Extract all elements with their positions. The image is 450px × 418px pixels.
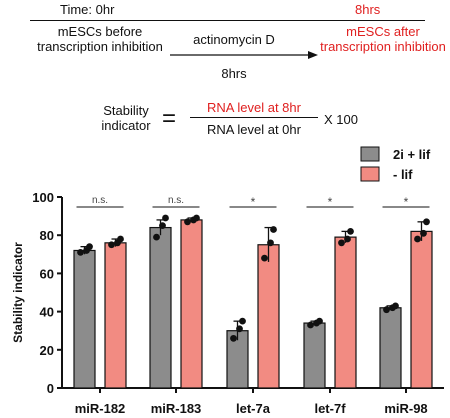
data-point — [392, 302, 399, 310]
significance-label: n.s. — [168, 195, 184, 206]
y-tick-label: 40 — [40, 305, 54, 320]
data-point — [193, 214, 200, 222]
data-point — [414, 235, 421, 243]
x-tick-label: miR-182 — [75, 401, 126, 416]
data-point — [261, 254, 268, 262]
bar — [410, 230, 433, 389]
data-point — [162, 214, 169, 222]
fraction-bar — [190, 117, 318, 118]
bar — [104, 242, 127, 389]
bar — [334, 236, 357, 389]
data-point — [307, 321, 314, 329]
after-condition-label: mESCs after transcription inhibition — [320, 24, 446, 54]
time-start-label: Time: 0hr — [60, 2, 115, 17]
x-tick-label: let-7a — [236, 401, 271, 416]
x-tick-label: miR-98 — [384, 401, 427, 416]
data-point — [86, 243, 93, 251]
y-tick-label: 80 — [40, 228, 54, 243]
data-point — [270, 226, 277, 233]
y-tick-label: 20 — [40, 343, 54, 358]
significance-label: * — [251, 195, 256, 209]
significance-label: * — [404, 195, 409, 209]
legend-label: - lif — [393, 167, 413, 182]
legend-swatch — [360, 146, 380, 162]
bar — [257, 244, 280, 389]
bar — [73, 249, 96, 389]
formula-denominator: RNA level at 0hr — [207, 122, 301, 137]
y-tick-label: 60 — [40, 266, 54, 281]
before-condition-label: mESCs before transcription inhibition — [37, 24, 163, 54]
data-point — [347, 227, 354, 235]
significance-label: n.s. — [92, 195, 108, 206]
top-divider — [30, 20, 425, 21]
data-point — [239, 317, 246, 325]
formula-multiplier: X 100 — [324, 112, 358, 127]
data-point — [383, 306, 390, 314]
duration-label: 8hrs — [221, 66, 247, 81]
data-point — [153, 233, 160, 241]
significance-label: * — [328, 195, 333, 209]
y-tick-label: 0 — [47, 381, 54, 396]
formula-lhs: Stability indicator — [101, 103, 151, 133]
data-point — [423, 218, 430, 226]
data-point — [117, 235, 124, 243]
formula-numerator: RNA level at 8hr — [207, 100, 301, 115]
legend-label: 2i + lif — [393, 147, 431, 162]
equals-sign: = — [162, 105, 177, 132]
treatment-label: actinomycin D — [193, 32, 275, 47]
data-point — [77, 248, 84, 256]
data-point — [344, 235, 351, 243]
x-tick-label: let-7f — [314, 401, 346, 416]
data-point — [159, 222, 166, 230]
bar — [180, 219, 203, 389]
bar — [303, 322, 326, 389]
treatment-arrow — [170, 51, 318, 59]
bar — [379, 307, 402, 389]
data-point — [316, 317, 323, 325]
y-tick-label: 100 — [32, 190, 54, 205]
data-point — [267, 239, 274, 247]
x-tick-label: miR-183 — [151, 401, 202, 416]
time-end-label: 8hrs — [355, 2, 381, 17]
legend-swatch — [360, 166, 380, 182]
data-point — [230, 334, 237, 342]
data-point — [420, 229, 427, 237]
data-point — [184, 218, 191, 226]
data-point — [236, 325, 243, 333]
data-point — [108, 241, 115, 249]
data-point — [338, 239, 345, 247]
bar — [149, 226, 172, 389]
y-axis-label: Stability indicator — [11, 242, 25, 343]
